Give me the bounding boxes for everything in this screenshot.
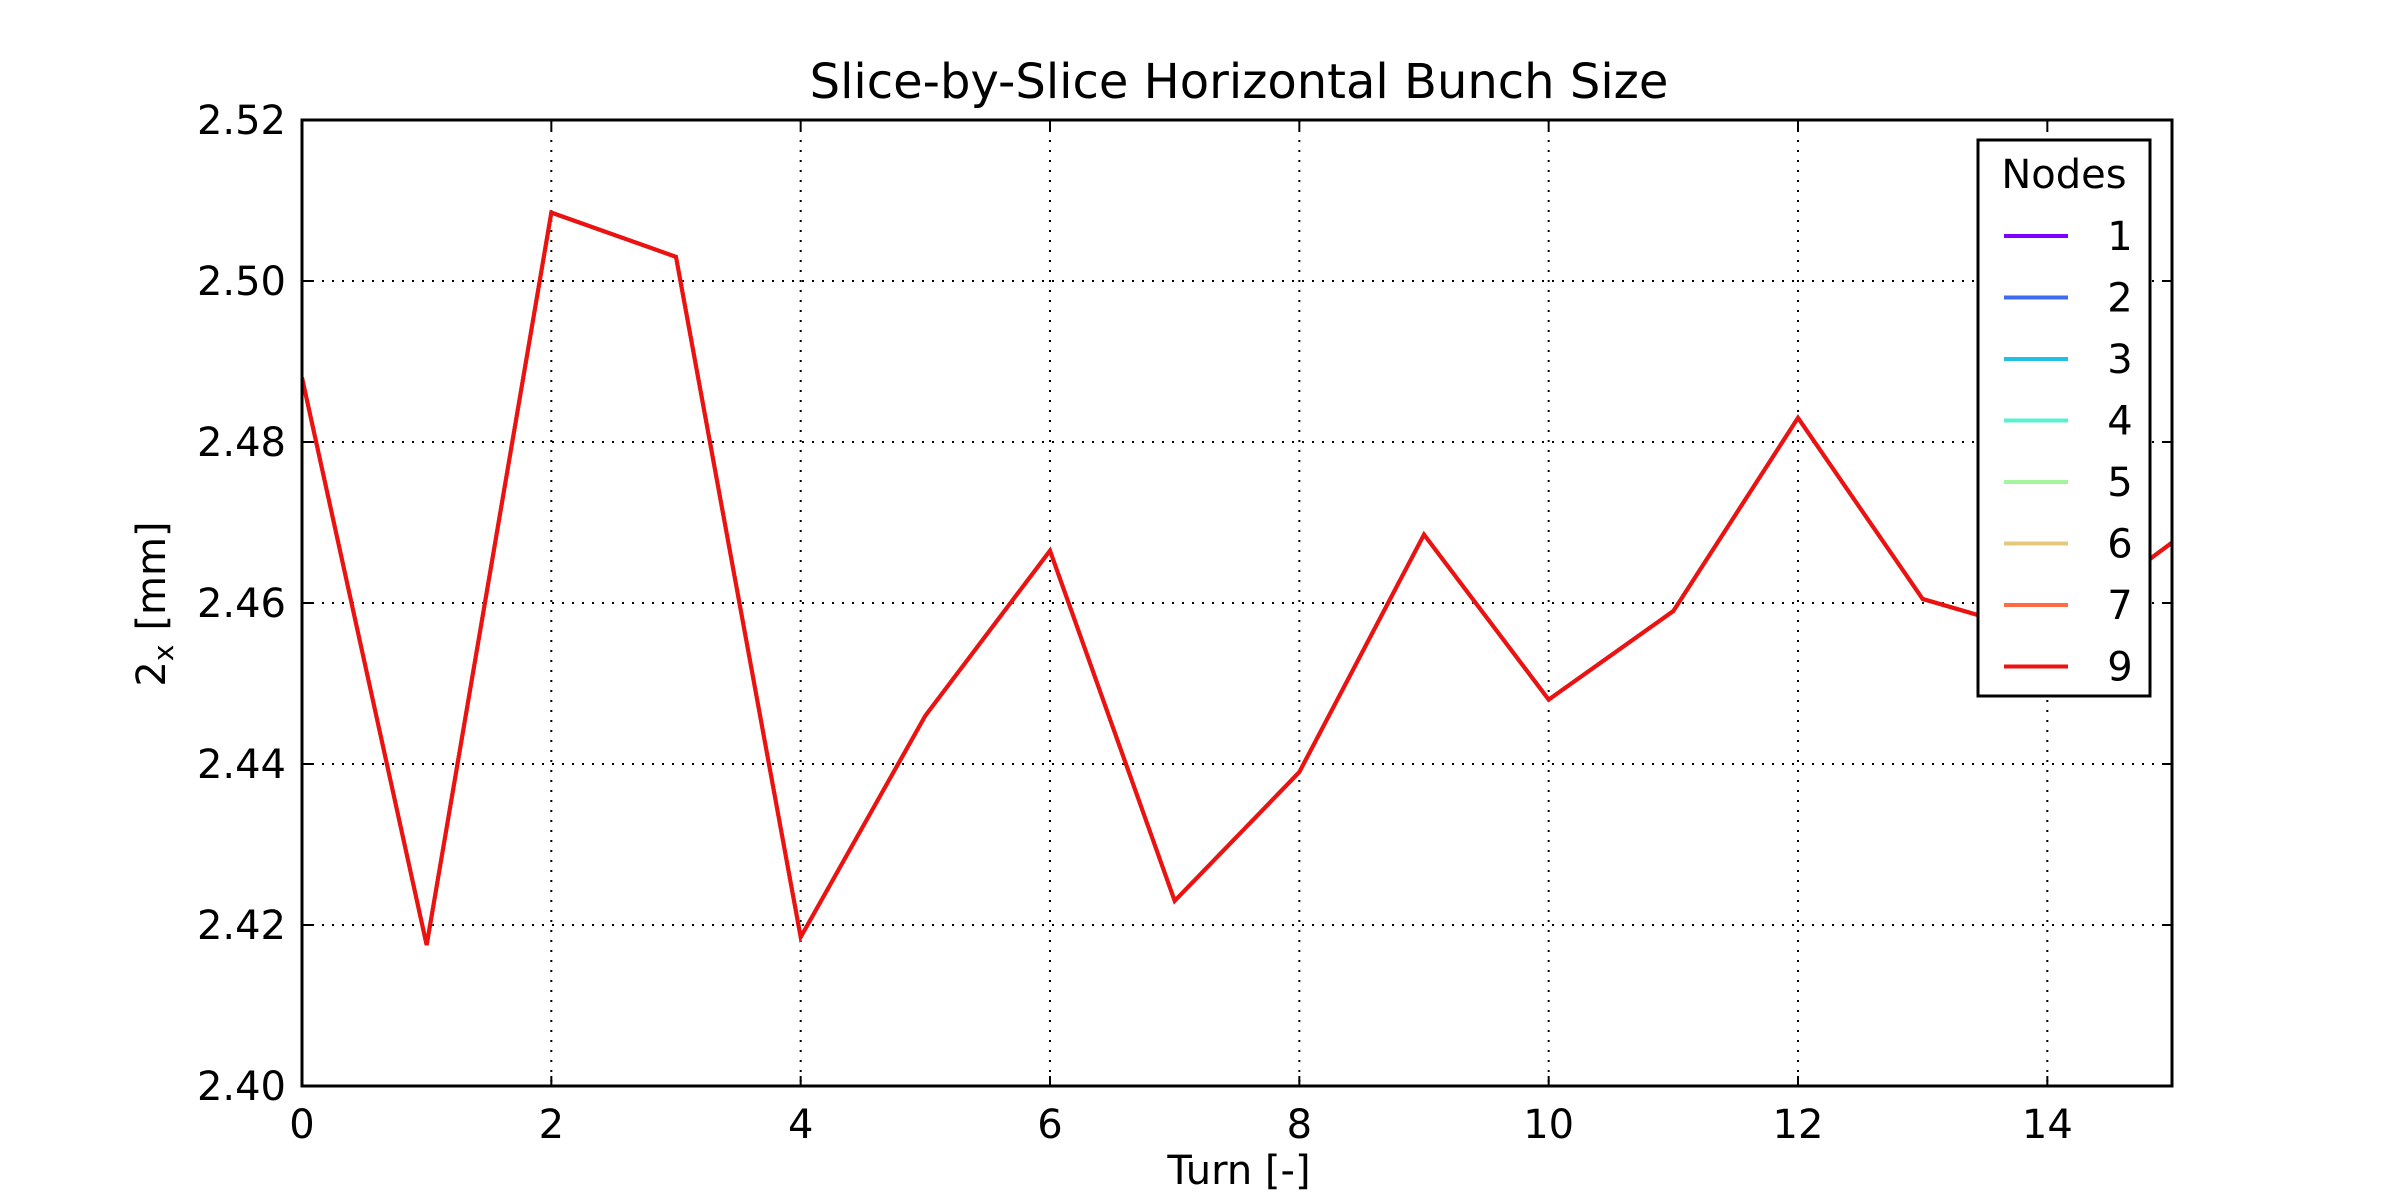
legend-label-node-9: 9 — [2107, 645, 2132, 691]
y-axis-label-unit: [mm] — [129, 521, 175, 630]
y-tick-labels: 2.40 2.42 2.44 2.46 2.48 2.50 2.52 — [197, 98, 286, 1110]
legend-label-node-5: 5 — [2107, 460, 2132, 506]
legend-entries: 1 2 3 4 5 6 7 9 — [2004, 214, 2133, 691]
x-tick-label: 14 — [2022, 1102, 2073, 1148]
legend-label-node-7: 7 — [2107, 583, 2132, 629]
x-tick-labels: 0 2 4 6 8 10 12 14 — [289, 1102, 2073, 1148]
x-tick-label: 4 — [788, 1102, 813, 1148]
y-axis-label: 2x [mm] — [129, 521, 180, 686]
y-tick-label: 2.42 — [197, 903, 286, 949]
x-axis-label: Turn [-] — [1166, 1148, 1310, 1194]
x-tick-label: 2 — [539, 1102, 564, 1148]
y-tick-label: 2.40 — [197, 1064, 286, 1110]
x-tick-label: 8 — [1287, 1102, 1312, 1148]
y-axis-label-sub: x — [147, 645, 180, 662]
legend-label-node-6: 6 — [2107, 522, 2132, 568]
plot-area — [302, 209, 2172, 946]
chart-title: Slice-by-Slice Horizontal Bunch Size — [810, 54, 1669, 110]
legend-label-node-4: 4 — [2107, 399, 2132, 445]
x-tick-label: 0 — [289, 1102, 314, 1148]
legend-label-node-3: 3 — [2107, 337, 2132, 383]
legend-label-node-2: 2 — [2107, 276, 2132, 322]
legend-title: Nodes — [2001, 152, 2126, 198]
y-tick-label: 2.52 — [197, 98, 286, 144]
y-tick-label: 2.44 — [197, 742, 286, 788]
series-line-node-9 — [302, 209, 2172, 946]
plot-frame — [300, 118, 2174, 1088]
legend: Nodes 1 2 3 4 5 6 7 9 — [1976, 138, 2152, 698]
legend-label-node-1: 1 — [2107, 214, 2132, 260]
y-tick-label: 2.48 — [197, 420, 286, 466]
y-axis-label-main: 2 — [129, 661, 175, 686]
x-tick-label: 6 — [1037, 1102, 1062, 1148]
y-tick-label: 2.50 — [197, 259, 286, 305]
y-tick-label: 2.46 — [197, 581, 286, 627]
x-tick-label: 10 — [1523, 1102, 1574, 1148]
x-tick-label: 12 — [1773, 1102, 1824, 1148]
